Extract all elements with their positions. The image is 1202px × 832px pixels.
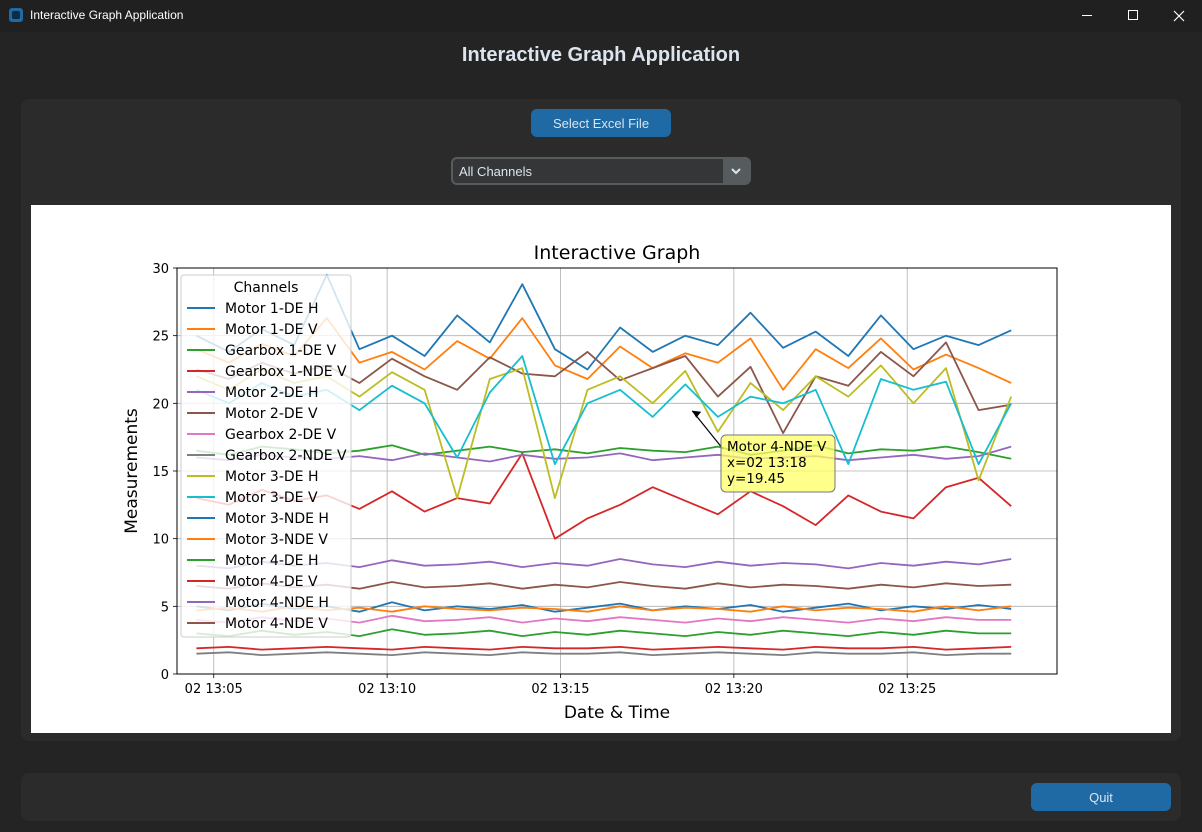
app-icon: [9, 8, 23, 22]
legend-entry: Motor 2-DE H: [225, 385, 318, 401]
y-tick-label: 0: [161, 668, 169, 683]
tooltip-text: Motor 4-NDE V: [727, 439, 827, 455]
y-axis-label: Measurements: [122, 408, 142, 534]
legend-entry: Motor 4-DE V: [225, 574, 318, 590]
minimize-icon[interactable]: [1064, 0, 1110, 32]
y-tick-label: 20: [152, 397, 169, 412]
y-tick-label: 15: [152, 465, 169, 480]
channel-select[interactable]: All Channels: [451, 157, 751, 185]
tooltip-arrowhead: [692, 410, 702, 418]
legend-entry: Motor 3-NDE H: [225, 511, 329, 527]
line-chart[interactable]: 02 13:05 02 13:10 02 13:15 02 13:20 02 13:25…: [31, 205, 1171, 733]
plot-frame: [176, 267, 1058, 675]
chart-title: Interactive Graph: [534, 242, 701, 264]
x-axis-label: Date & Time: [564, 703, 670, 723]
x-tick-label: 02 13:15: [531, 682, 589, 697]
maximize-icon[interactable]: [1110, 0, 1156, 32]
y-tick-label: 5: [161, 600, 169, 615]
channel-select-value: All Channels: [459, 164, 532, 179]
y-tick-label: 30: [152, 262, 169, 277]
legend-entry: Motor 1-DE V: [225, 322, 318, 338]
x-tick-label: 02 13:10: [358, 682, 416, 697]
legend-entry: Gearbox 2-DE V: [225, 427, 337, 443]
quit-button[interactable]: Quit: [1031, 783, 1171, 811]
legend-entry: Motor 2-DE V: [225, 406, 318, 422]
tooltip-box: [720, 434, 836, 493]
window-title: Interactive Graph Application: [30, 8, 184, 22]
legend-entry: Motor 4-NDE H: [225, 595, 329, 611]
legend-entry: Motor 4-NDE V: [225, 616, 328, 632]
x-tick-label: 02 13:20: [705, 682, 763, 697]
x-tick-label: 02 13:05: [185, 682, 243, 697]
close-icon[interactable]: [1156, 0, 1202, 32]
series-line: [196, 645, 1012, 651]
tooltip-arrow: [691, 410, 724, 450]
legend-entry: Gearbox 2-NDE V: [225, 448, 347, 464]
bottom-frame: [21, 773, 1181, 821]
tooltip-text: y=19.45: [727, 471, 785, 487]
legend-entry: Motor 3-DE H: [225, 469, 318, 485]
legend-entry: Motor 1-DE H: [225, 301, 318, 317]
legend-entry: Gearbox 1-DE V: [225, 343, 337, 359]
series-line: [196, 651, 1012, 657]
y-tick-label: 10: [152, 533, 169, 548]
select-excel-file-button[interactable]: Select Excel File: [531, 109, 671, 137]
chevron-down-icon[interactable]: [723, 159, 749, 183]
legend-entry: Motor 4-DE H: [225, 553, 318, 569]
legend-entry: Gearbox 1-NDE V: [225, 364, 347, 380]
chart-canvas[interactable]: 02 13:05 02 13:10 02 13:15 02 13:20 02 13:25…: [31, 205, 1171, 733]
legend-entry: Motor 3-DE V: [225, 490, 318, 506]
legend-box: [180, 274, 352, 638]
tooltip-text: x=02 13:18: [727, 455, 807, 471]
page-title: Interactive Graph Application: [461, 44, 741, 66]
x-tick-label: 02 13:25: [878, 682, 936, 697]
y-tick-label: 25: [152, 330, 169, 345]
window-titlebar: Interactive Graph Application: [0, 0, 1202, 32]
legend-title: Channels: [234, 280, 299, 296]
legend-entry: Motor 3-NDE V: [225, 532, 328, 548]
